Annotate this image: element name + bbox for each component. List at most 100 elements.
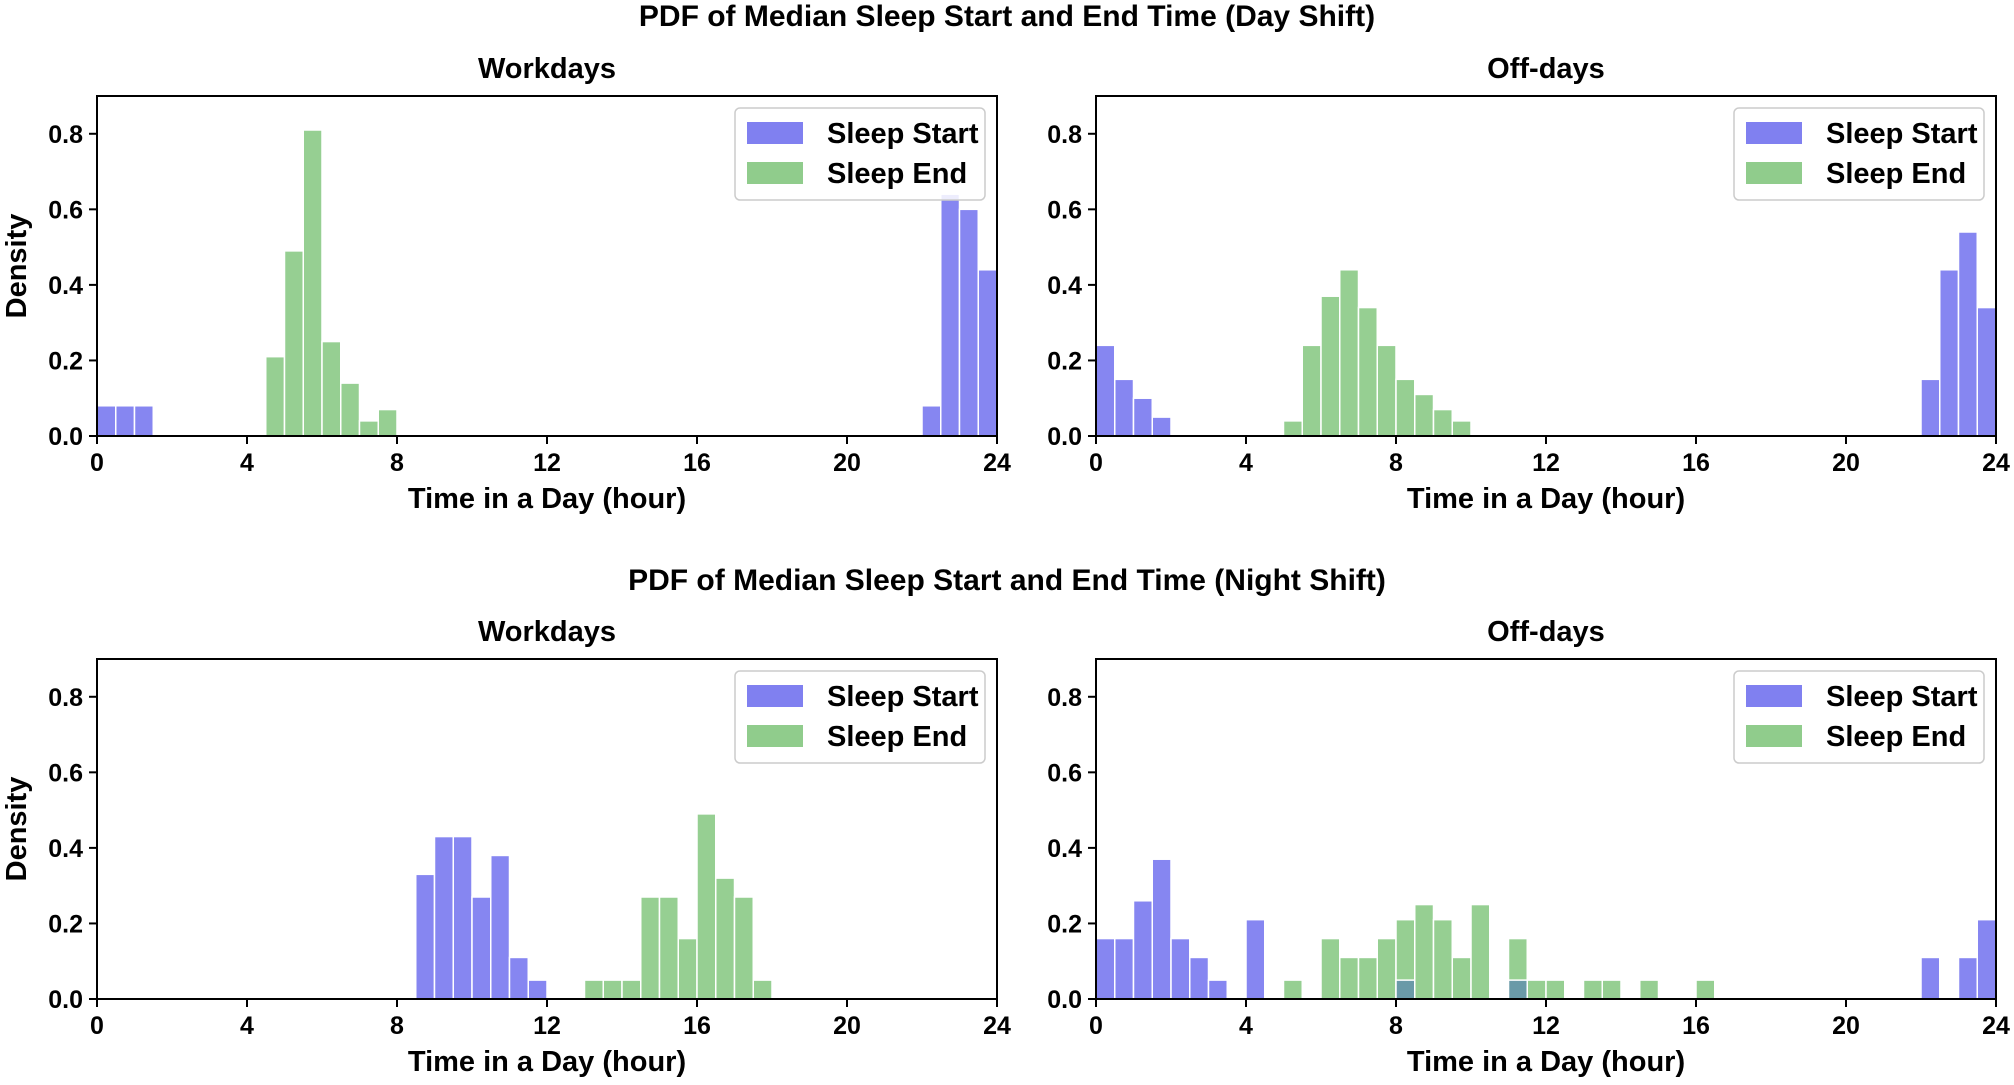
- bar-sleep-end: [1639, 979, 1660, 1000]
- x-tick-label: 20: [1832, 1012, 1860, 1040]
- bar-sleep-end: [1414, 393, 1435, 437]
- legend-label: Sleep End: [827, 721, 967, 753]
- bar-sleep-start: [433, 835, 454, 1000]
- y-tick-label: 0.8: [1047, 121, 1082, 149]
- bar-sleep-end: [677, 937, 698, 1000]
- legend-label: Sleep Start: [1826, 681, 1978, 713]
- x-tick-label: 20: [1832, 449, 1860, 477]
- bar-sleep-start: [977, 269, 998, 437]
- bar-sleep-end: [1695, 979, 1716, 1000]
- legend-swatch: [747, 122, 803, 144]
- panel-title: Off-days: [1487, 616, 1605, 648]
- bar-sleep-start: [921, 405, 942, 437]
- y-tick-label: 0.6: [1047, 759, 1082, 787]
- bar-sleep-end: [602, 979, 623, 1000]
- bar-sleep-start: [1170, 937, 1191, 1000]
- x-axis-label: Time in a Day (hour): [408, 1046, 686, 1078]
- bar-sleep-end: [1301, 344, 1322, 437]
- bars: [96, 129, 998, 437]
- x-tick-label: 8: [1389, 449, 1403, 477]
- bar-sleep-end: [1357, 956, 1378, 1000]
- legend-label: Sleep End: [827, 158, 967, 190]
- bar-sleep-end: [302, 129, 323, 437]
- bar-sleep-end: [1282, 979, 1303, 1000]
- x-tick-label: 4: [240, 1012, 254, 1040]
- bar-sleep-end: [1339, 956, 1360, 1000]
- bar-sleep-end: [1582, 979, 1603, 1000]
- x-tick-label: 16: [1682, 1012, 1710, 1040]
- bar-sleep-start: [1151, 858, 1172, 1000]
- chart-panels: 0 4 8 12 16 20 24 0.0 0.2 0.4 0.6 0.8 Workdays Time i…: [1, 53, 2010, 1078]
- x-axis-label: Time in a Day (hour): [1407, 1046, 1685, 1078]
- y-tick-label: 0.6: [48, 196, 83, 224]
- chart-panel-2: 0 4 8 12 16 20 24 0.0 0.2 0.4 0.6 0.8 Off-days Time i…: [1047, 53, 2010, 515]
- bar-sleep-start: [1114, 937, 1135, 1000]
- bar-sleep-start: [1976, 306, 1997, 437]
- bar-sleep-end: [1376, 937, 1397, 1000]
- bars: [1095, 858, 1997, 1000]
- bar-sleep-end: [1320, 937, 1341, 1000]
- bars: [1095, 231, 1997, 437]
- legend-swatch: [1746, 685, 1802, 707]
- bar-sleep-end: [733, 896, 754, 1000]
- bar-sleep-start: [1920, 956, 1941, 1000]
- bar-sleep-end: [1432, 918, 1453, 1000]
- x-tick-label: 24: [983, 449, 1011, 477]
- x-tick-label: 0: [1089, 1012, 1103, 1040]
- bar-overlap: [1395, 979, 1416, 1000]
- bar-sleep-end: [1451, 420, 1472, 437]
- bar-sleep-end: [1601, 979, 1622, 1000]
- bar-sleep-end: [377, 408, 398, 437]
- x-tick-label: 12: [1532, 1012, 1560, 1040]
- bar-sleep-start: [1132, 397, 1153, 437]
- bar-sleep-start: [1939, 269, 1960, 437]
- bar-sleep-end: [658, 896, 679, 1000]
- y-tick-label: 0.0: [48, 986, 83, 1014]
- legend-swatch: [747, 725, 803, 747]
- y-tick-label: 0.8: [48, 121, 83, 149]
- x-tick-label: 20: [833, 1012, 861, 1040]
- bar-sleep-end: [1320, 295, 1341, 437]
- bar-sleep-start: [1957, 956, 1978, 1000]
- panel-title: Workdays: [478, 53, 616, 85]
- legend-swatch: [1746, 162, 1802, 184]
- bar-sleep-start: [415, 873, 436, 1000]
- bar-sleep-start: [1245, 918, 1266, 1000]
- bar-sleep-start: [958, 208, 979, 437]
- bar-sleep-end: [358, 420, 379, 437]
- x-tick-label: 16: [683, 1012, 711, 1040]
- bar-sleep-start: [490, 854, 511, 1000]
- bar-overlap: [1507, 979, 1528, 1000]
- y-tick-label: 0.6: [1047, 196, 1082, 224]
- y-tick-label: 0.2: [1047, 347, 1082, 375]
- bar-sleep-end: [1545, 979, 1566, 1000]
- x-tick-label: 8: [390, 449, 404, 477]
- y-tick-label: 0.4: [48, 835, 83, 863]
- legend-label: Sleep End: [1826, 158, 1966, 190]
- legend: Sleep Start Sleep End: [734, 670, 986, 764]
- bar-sleep-start: [1920, 378, 1941, 437]
- bar-sleep-end: [1282, 420, 1303, 437]
- bar-sleep-start: [940, 193, 961, 437]
- x-tick-label: 12: [533, 1012, 561, 1040]
- bar-sleep-end: [1339, 269, 1360, 437]
- x-tick-label: 24: [983, 1012, 1011, 1040]
- bar-sleep-end: [1526, 979, 1547, 1000]
- bar-sleep-start: [1095, 344, 1116, 437]
- bar-sleep-end: [715, 877, 736, 1000]
- chart-panel-4: 0 4 8 12 16 20 24 0.0 0.2 0.4 0.6 0.8 Off-days Time i…: [1047, 616, 2010, 1078]
- bar-sleep-start: [133, 405, 154, 437]
- bars: [415, 813, 773, 1000]
- x-tick-label: 24: [1982, 1012, 2010, 1040]
- bar-sleep-end: [640, 896, 661, 1000]
- bar-sleep-start: [471, 896, 492, 1000]
- bar-sleep-start: [508, 956, 529, 1000]
- panel-title: Workdays: [478, 616, 616, 648]
- x-tick-label: 4: [1239, 1012, 1253, 1040]
- legend-label: Sleep Start: [1826, 118, 1978, 150]
- y-tick-label: 0.8: [1047, 684, 1082, 712]
- bar-sleep-start: [1132, 900, 1153, 1000]
- chart-panel-3: 0 4 8 12 16 20 24 0.0 0.2 0.4 0.6 0.8 Workdays Time i…: [1, 616, 1011, 1078]
- bar-sleep-start: [527, 979, 548, 1000]
